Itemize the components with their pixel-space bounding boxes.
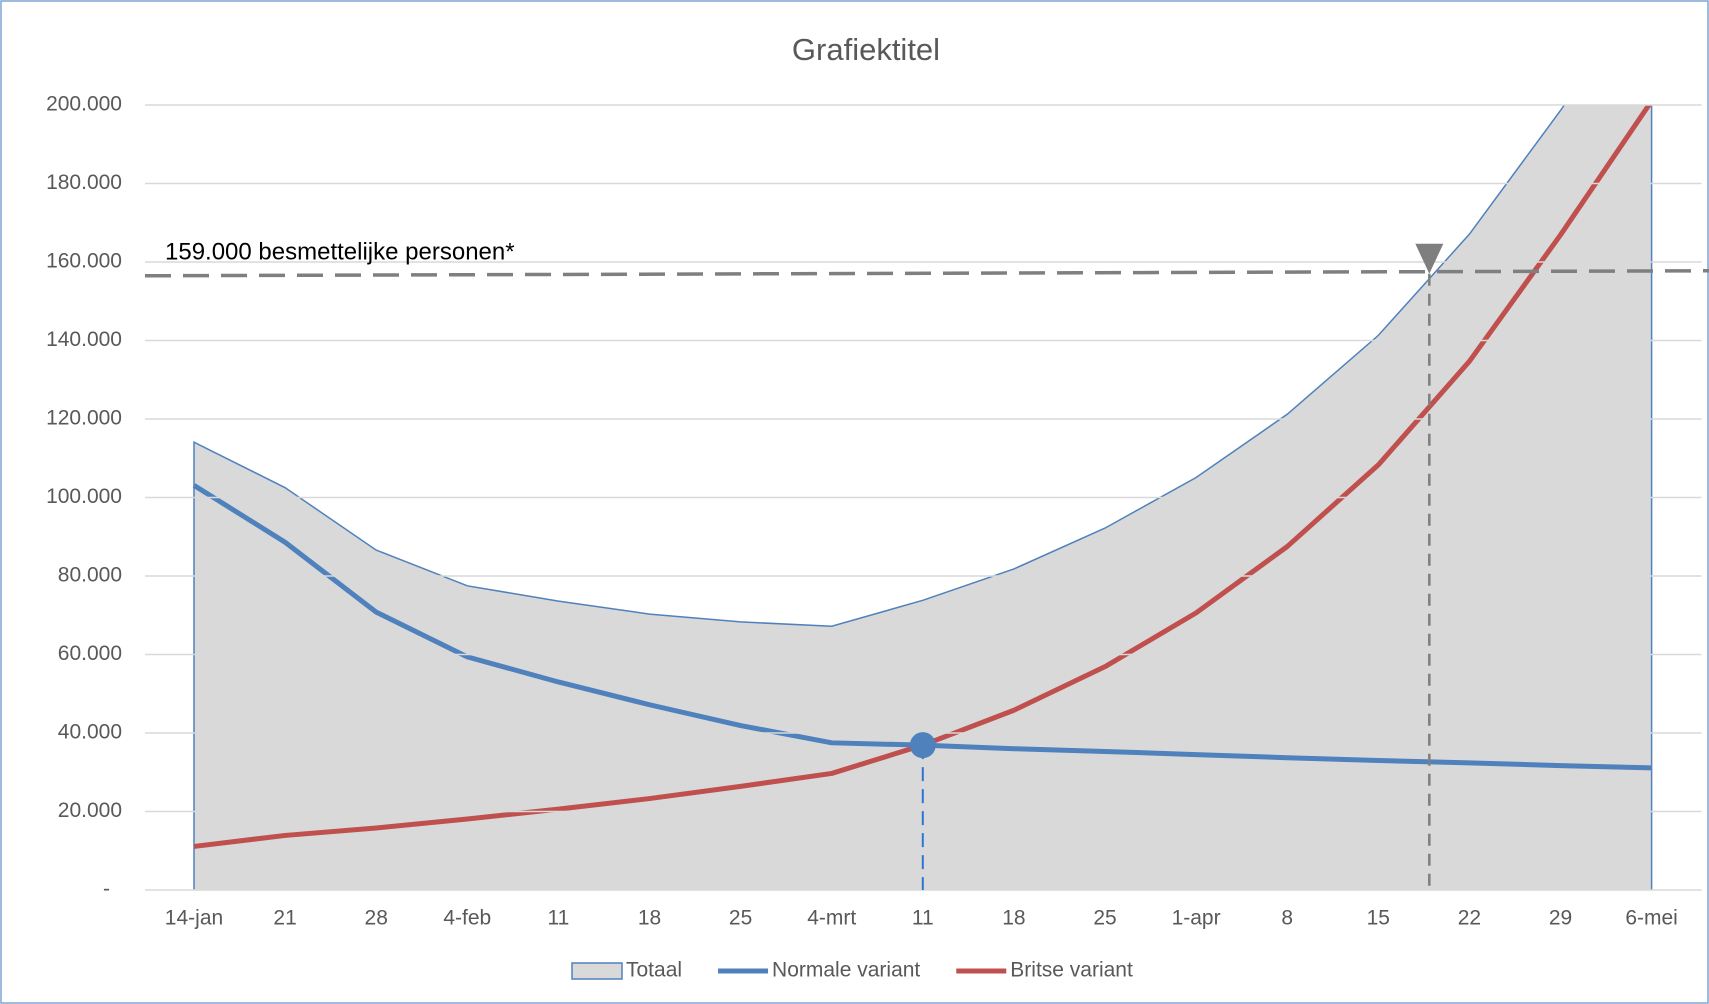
x-tick-label: 14-jan: [165, 907, 223, 930]
threshold-label: 159.000 besmettelijke personen*: [165, 238, 515, 265]
legend-label: Normale variant: [772, 959, 920, 982]
y-tick-label: 20.000: [58, 799, 122, 822]
x-tick-label: 8: [1281, 907, 1293, 930]
threshold-line: [144, 269, 1709, 278]
area-edge: [193, 105, 1653, 890]
x-tick-label: 25: [729, 907, 752, 930]
x-tick-label: 11: [547, 907, 569, 930]
legend-swatch: [571, 962, 623, 980]
x-tick-label: 29: [1549, 907, 1572, 930]
y-tick-label: 180.000: [46, 171, 122, 194]
x-tick-label: 4-feb: [443, 907, 491, 930]
x-tick-label: 6-mei: [1625, 907, 1678, 930]
x-tick-label: 11: [912, 907, 934, 930]
x-tick-label: 18: [638, 907, 661, 930]
y-tick-label: 160.000: [46, 250, 122, 273]
crossover-marker: [909, 732, 936, 759]
legend-label: Totaal: [626, 959, 682, 982]
x-tick-label: 18: [1002, 907, 1025, 930]
y-tick-label: 60.000: [58, 642, 122, 665]
threshold-marker: [1415, 243, 1444, 274]
x-tick-label: 25: [1093, 907, 1116, 930]
x-tick-label: 21: [273, 907, 296, 930]
x-tick-label: 1-apr: [1172, 907, 1221, 930]
x-tick-label: 15: [1367, 907, 1390, 930]
y-tick-label: 140.000: [46, 328, 122, 351]
x-tick-label: 22: [1458, 907, 1481, 930]
y-tick-label: -: [103, 878, 110, 901]
chart-title: Grafiektitel: [792, 32, 940, 67]
legend-label: Britse variant: [1010, 959, 1133, 982]
y-tick-label: 40.000: [58, 721, 122, 744]
x-tick-label: 28: [365, 907, 388, 930]
y-tick-label: 120.000: [46, 407, 122, 430]
area: [194, 105, 1652, 890]
y-tick-label: 200.000: [46, 93, 122, 116]
x-tick-label: 4-mrt: [807, 907, 856, 930]
y-tick-label: 80.000: [58, 564, 122, 587]
y-tick-label: 100.000: [46, 485, 122, 508]
